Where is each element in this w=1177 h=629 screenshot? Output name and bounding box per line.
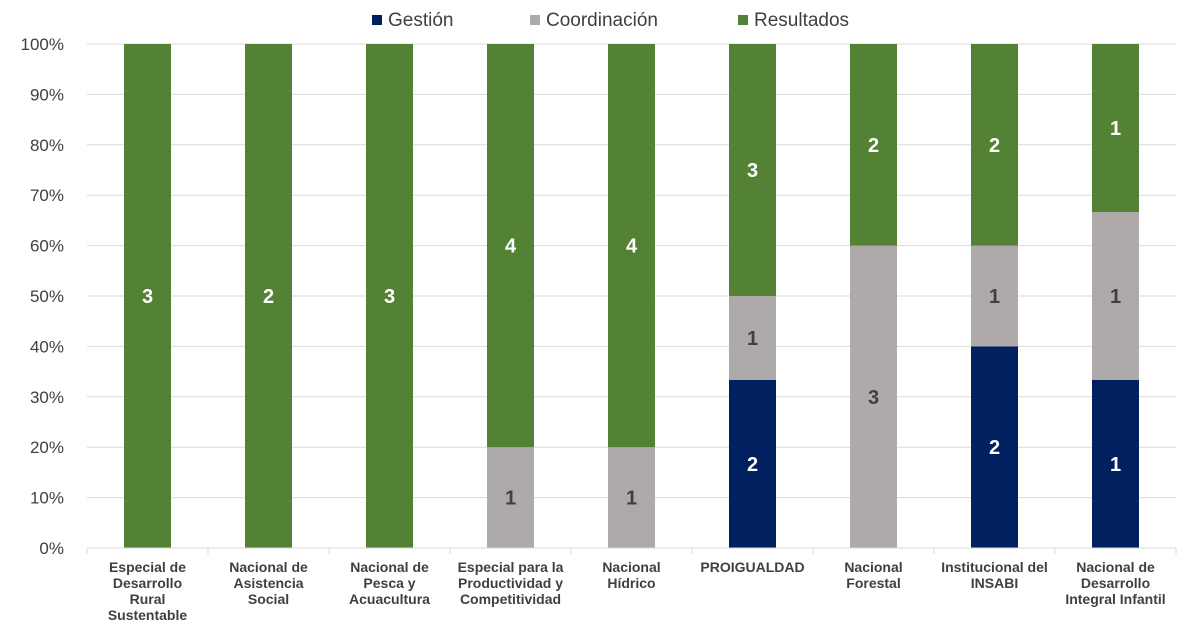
bar-segment-gestión [1092,380,1139,548]
category-label-line: Especial para la [458,559,564,575]
data-label: 2 [989,437,1000,459]
x-axis: Especial de Desarrollo Rural SustentableNac… [86,547,1177,623]
category-label-line: Institucional del [941,559,1048,575]
y-tick-label: 30% [30,388,64,407]
category-label-line: Nacional de [350,559,429,575]
category-label-line: Pesca y [363,575,415,591]
y-tick-label: 20% [30,438,64,457]
category-label-line: Integral Infantil [1065,591,1165,607]
legend-entry: Gestión [388,10,453,31]
bar-segment-coordinación [608,447,655,548]
bar-segment-resultados [850,44,897,246]
category-label: Nacional Forestal [844,559,902,591]
category-label: Nacional de Asistencia Social [229,559,308,607]
category-label-line: Nacional [602,559,660,575]
bar-segment-resultados [124,44,171,548]
data-label: 3 [384,286,395,308]
category-label-line: Desarrollo [113,575,182,591]
category-label: Especial de Desarrollo Rural Sustentable [108,559,188,623]
y-tick-label: 50% [30,287,64,306]
data-label: 1 [1110,118,1121,140]
data-label: 1 [626,488,637,510]
y-tick-label: 40% [30,337,64,356]
category-label-line: Rural [130,591,166,607]
category-label: Nacional de Desarrollo Integral Infantil [1065,559,1165,607]
bar-segment-coordinación [850,245,897,548]
legend-entry: Coordinación [546,10,658,31]
legend-entry: Resultados [754,10,849,31]
category-label-line: Competitividad [460,591,561,607]
category-label-line: Desarrollo [1081,575,1150,591]
data-label: 3 [868,387,879,409]
data-label: 1 [989,286,1000,308]
category-label-line: Especial de [109,559,186,575]
bar-segment-gestión [971,346,1018,548]
data-label: 2 [989,135,1000,157]
category-label-line: Nacional de [229,559,308,575]
category-label: Institucional del INSABI [941,559,1048,591]
bar-segment-coordinación [487,447,534,548]
data-label: 4 [505,236,517,258]
category-label-line: Asistencia [233,575,303,591]
legend-swatch-gestión [372,15,382,25]
category-label-line: Nacional de [1076,559,1155,575]
data-label: 3 [142,286,153,308]
legend-swatch-resultados [738,15,748,25]
category-label-line: Sustentable [108,607,188,623]
bar-segment-resultados [1092,44,1139,212]
bar-segment-resultados [971,44,1018,246]
legend-swatch-coordinación [530,15,540,25]
y-tick-label: 0% [39,539,64,558]
y-tick-label: 80% [30,136,64,155]
data-label: 4 [626,236,638,258]
bar-segment-resultados [366,44,413,548]
data-label: 2 [868,135,879,157]
bar-segment-resultados [608,44,655,448]
category-label-line: Nacional [844,559,902,575]
y-axis: 0% 10% 20% 30% 40% 50% 60% 70% 80% 90% 100% [21,35,64,558]
category-label-line: Productividad y [458,575,563,591]
y-tick-label: 60% [30,237,64,256]
data-label: 3 [747,160,758,182]
category-label-line: Social [248,591,289,607]
category-label: Nacional de Pesca y Acuacultura [349,559,430,607]
data-label: 1 [1110,286,1121,308]
category-label-line: Forestal [846,575,900,591]
bar-segment-resultados [245,44,292,548]
bar-segment-resultados [729,44,776,296]
y-tick-label: 100% [21,35,64,54]
category-label-line: Acuacultura [349,591,430,607]
bar-segment-resultados [487,44,534,448]
data-label: 2 [747,454,758,476]
data-label: 1 [747,328,758,350]
y-tick-label: 90% [30,85,64,104]
y-tick-label: 10% [30,489,64,508]
bars: 3 2 3 1 4 1 4 2 1 3 3 2 2 1 2 1 1 1 [124,44,1139,548]
data-label: 2 [263,286,274,308]
category-label: Especial para la Productividad y Competiti… [458,559,564,607]
legend: Gestión Coordinación Resultados [372,10,849,31]
bar-segment-gestión [729,380,776,548]
category-label: PROIGUALDAD [700,559,804,575]
data-label: 1 [505,488,516,510]
bar-segment-coordinación [729,296,776,380]
bar-segment-coordinación [1092,212,1139,380]
y-tick-label: 70% [30,186,64,205]
category-label-line: PROIGUALDAD [700,559,804,575]
category-label-line: INSABI [971,575,1018,591]
category-label: Nacional Hídrico [602,559,660,591]
bar-segment-coordinación [971,245,1018,347]
data-label: 1 [1110,454,1121,476]
category-label-line: Hídrico [607,575,655,591]
